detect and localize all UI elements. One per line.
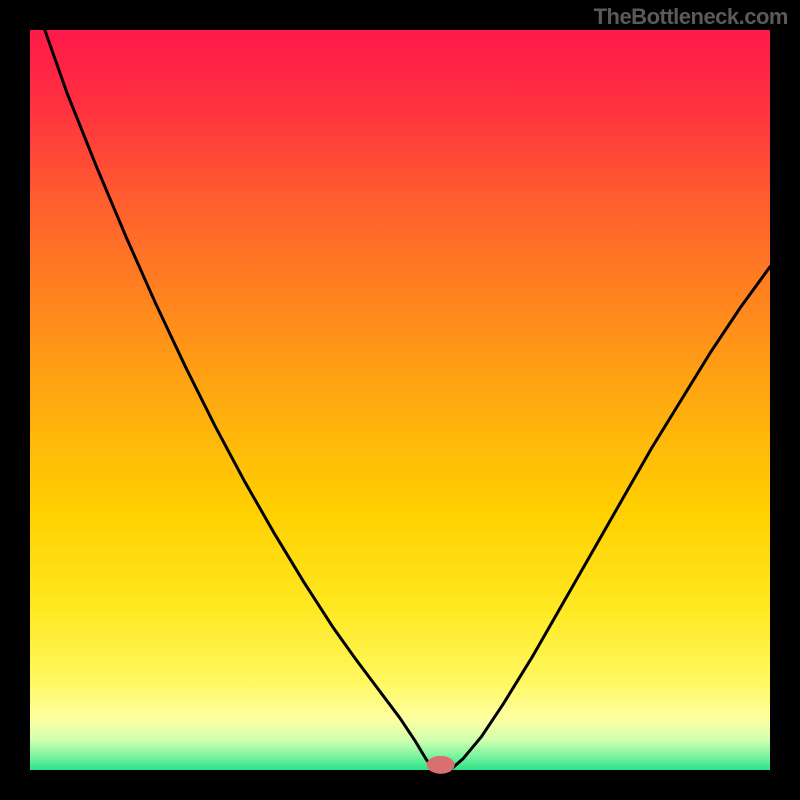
- watermark-text: TheBottleneck.com: [594, 4, 788, 30]
- optimal-point-marker: [427, 756, 455, 774]
- bottleneck-chart: TheBottleneck.com: [0, 0, 800, 800]
- gradient-background: [30, 30, 770, 770]
- chart-svg: [0, 0, 800, 800]
